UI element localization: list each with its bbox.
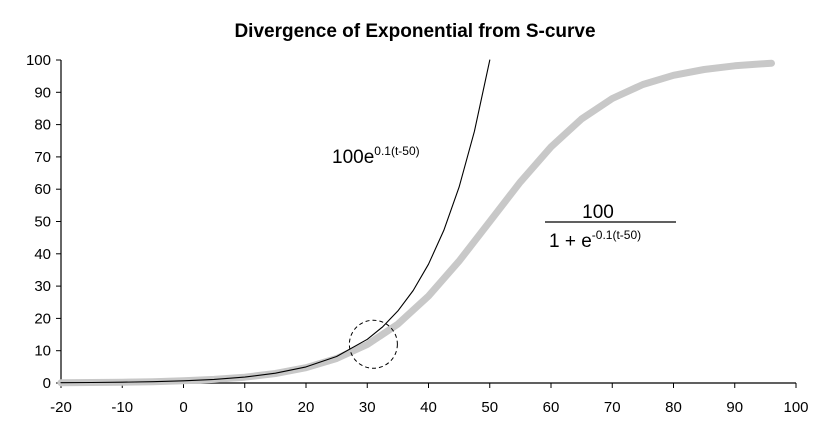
- x-tick-label: 10: [236, 399, 253, 416]
- logistic-denominator-base: 1 + e: [549, 231, 592, 252]
- x-tick-label: -20: [50, 399, 72, 416]
- x-tick-label: 20: [298, 399, 315, 416]
- exponential-label: 100e0.1(t-50): [332, 144, 420, 168]
- x-tick-label: 50: [481, 399, 498, 416]
- x-tick-label: 60: [543, 399, 560, 416]
- x-tick-label: 30: [359, 399, 376, 416]
- exponential-label-exponent: 0.1(t-50): [374, 144, 419, 158]
- axes: [60, 60, 796, 384]
- y-tick-label: 90: [34, 84, 51, 101]
- x-tick-label: 70: [604, 399, 621, 416]
- x-ticks: -20 -10 0 10 20 30 40 50 60 70 80 90 100: [50, 383, 809, 416]
- y-tick-label: 80: [34, 117, 51, 134]
- logistic-numerator: 100: [582, 202, 614, 223]
- x-tick-label: 80: [665, 399, 682, 416]
- logistic-denominator-exponent: -0.1(t-50): [592, 228, 641, 242]
- y-tick-label: 70: [34, 149, 51, 166]
- y-tick-label: 10: [34, 343, 51, 360]
- logistic-denominator: 1 + e-0.1(t-50): [549, 228, 641, 252]
- x-tick-label: 40: [420, 399, 437, 416]
- logistic-series-line: [57, 59, 775, 387]
- y-tick-label: 100: [26, 52, 51, 69]
- series-layer: [57, 59, 775, 387]
- y-tick-label: 30: [34, 278, 51, 295]
- chart-title: Divergence of Exponential from S-curve: [234, 21, 595, 42]
- x-tick-label: 100: [783, 399, 808, 416]
- y-tick-label: 0: [43, 375, 51, 392]
- exponential-label-base: 100e: [332, 147, 374, 168]
- y-ticks: 0 10 20 30 40 50 60 70 80 90 100: [26, 52, 61, 392]
- x-tick-label: -10: [111, 399, 133, 416]
- x-tick-label: 0: [179, 399, 187, 416]
- annotations: 100e0.1(t-50) 100 1 + e-0.1(t-50): [332, 144, 676, 369]
- y-tick-label: 40: [34, 246, 51, 263]
- y-tick-label: 20: [34, 310, 51, 327]
- x-tick-label: 90: [726, 399, 743, 416]
- y-tick-label: 60: [34, 181, 51, 198]
- exponential-series-line: [60, 59, 491, 384]
- divergence-marker: [348, 319, 398, 369]
- y-tick-label: 50: [34, 214, 51, 231]
